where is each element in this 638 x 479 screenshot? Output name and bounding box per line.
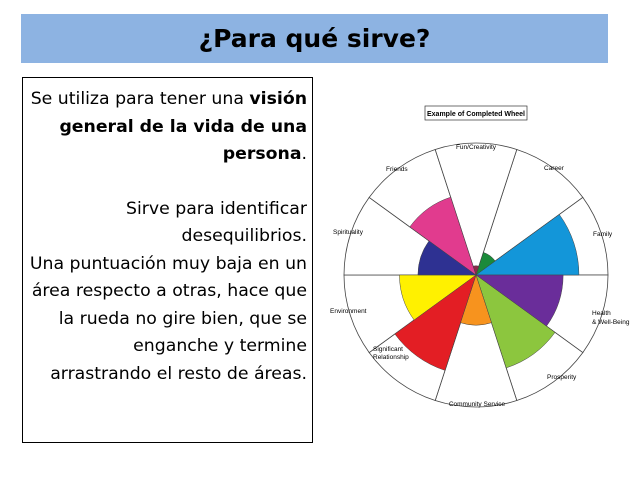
wheel-segment-fun-creativity [472,265,480,276]
label-family: Family [593,231,613,238]
label-prosperity: Prosperity [547,374,577,381]
wheel-segment-friends [409,196,477,276]
label-significant-line1: Significant [373,346,403,353]
label-career: Career [544,165,565,172]
title-bar: ¿Para qué sirve? [21,14,608,63]
overview-text: Se utiliza para tener una [30,89,250,109]
overview-period: . [301,144,308,164]
label-community-service: Community Service [449,401,506,408]
wheel-segments [343,142,609,408]
wheel-sector-outline [434,142,518,277]
wheel-sector-outline [434,273,518,408]
wheel-of-life-diagram: Example of Completed Wheel Fun/Creativit… [330,105,630,408]
label-fun-creativity: Fun/Creativity [456,144,497,151]
label-friends: Friends [386,166,408,173]
slide-title: ¿Para qué sirve? [198,24,431,53]
wheel-caption-box [424,105,528,121]
wheel-caption: Example of Completed Wheel [427,111,525,118]
label-health-line1: Health [592,310,611,317]
label-significant-line2: Relationship [373,354,409,361]
paragraph-gap [28,169,307,196]
paragraph-explanation: Una puntuación muy baja en un área respe… [29,253,307,384]
paragraph-overview: Se utiliza para tener una visión general… [28,86,307,169]
label-health-line2: & Well-Being [592,319,630,326]
label-spirituality: Spirituality [333,229,364,236]
wheel-segment-significant-relationship [394,274,477,371]
overview-bold-text: visión general de la vida de una persona [59,89,307,164]
wheel-sector-outline [475,148,584,277]
text-box: Se utiliza para tener una visión general… [22,77,313,443]
wheel-segment-family [475,214,580,276]
label-environment: Environment [330,308,367,315]
wheel-segment-prosperity [475,274,556,369]
wheel-segment-environment [399,274,477,321]
paragraph-imbalance: Sirve para identificar desequilibrios. [126,198,307,247]
